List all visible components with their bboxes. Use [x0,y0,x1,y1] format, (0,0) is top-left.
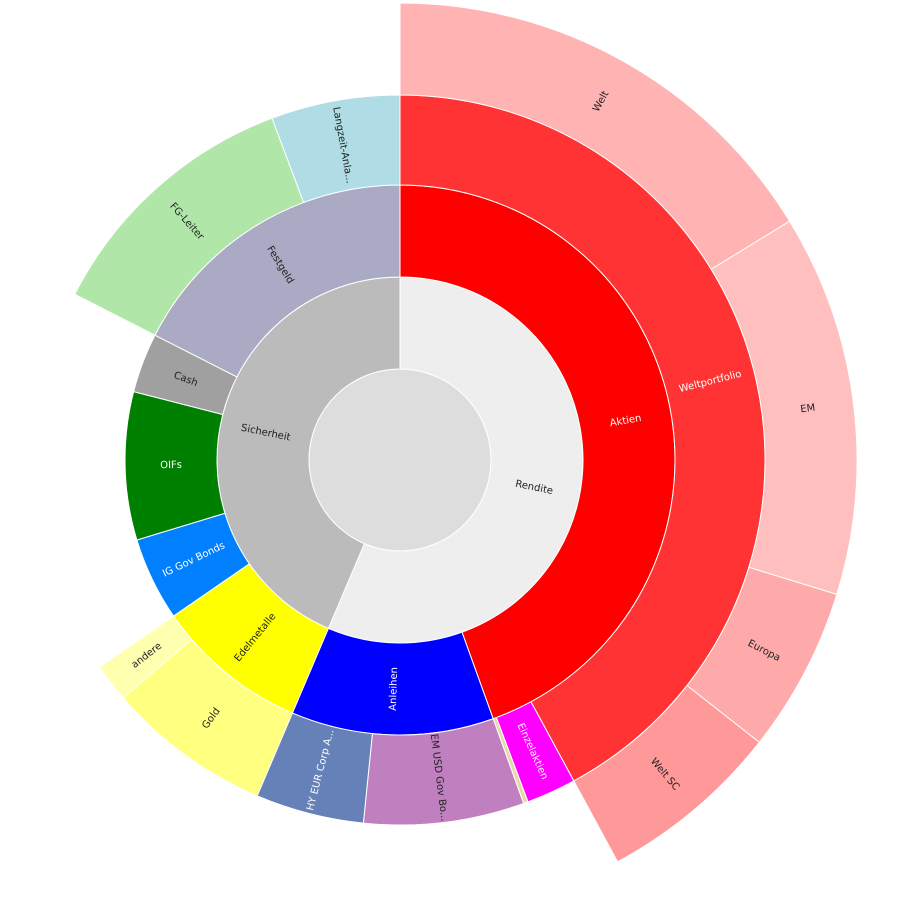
segment-label: Aktien [609,413,642,429]
sunburst-segment [271,94,401,204]
segment-label: Anleihen [388,667,400,711]
segment-label: EM [800,403,816,416]
sunburst-segment [573,684,761,863]
root-segment [308,368,492,552]
segment-label: OIFs [160,460,182,471]
